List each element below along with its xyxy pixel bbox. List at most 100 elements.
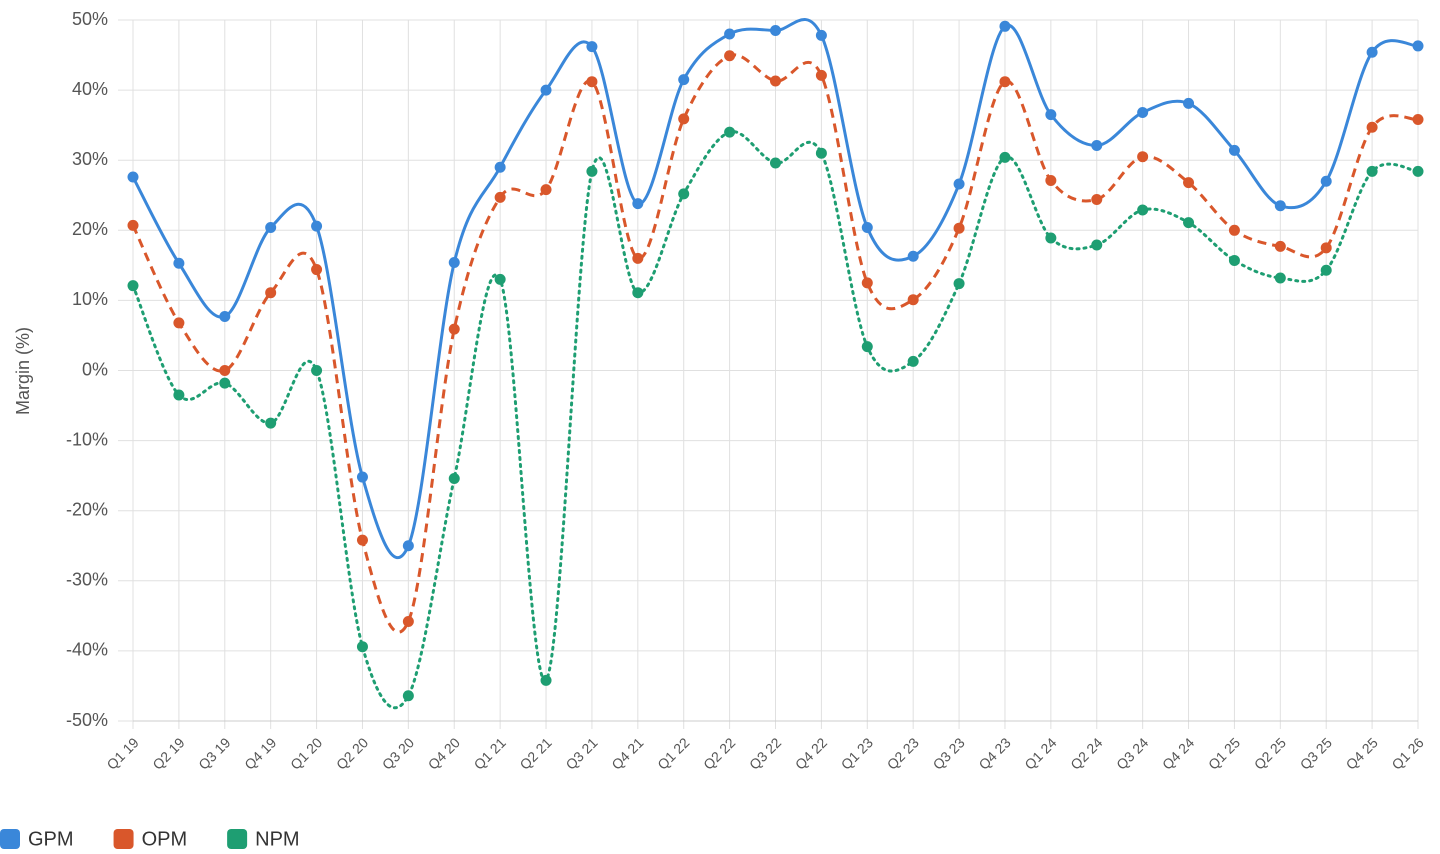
data-point bbox=[1366, 121, 1378, 133]
data-point bbox=[265, 417, 277, 429]
data-point bbox=[586, 41, 598, 53]
data-point bbox=[311, 365, 323, 376]
data-point bbox=[1045, 232, 1057, 244]
data-point bbox=[632, 198, 644, 210]
data-point bbox=[356, 471, 368, 483]
x-tick-label: Q3 23 bbox=[930, 734, 968, 772]
y-tick-label: 20% bbox=[72, 219, 108, 239]
x-tick-label: Q1 23 bbox=[838, 734, 876, 772]
data-point bbox=[815, 147, 827, 159]
data-point bbox=[127, 280, 139, 292]
data-point bbox=[1274, 272, 1286, 284]
data-point bbox=[861, 277, 873, 289]
data-point bbox=[1320, 242, 1332, 254]
x-tick-label: Q2 20 bbox=[333, 734, 371, 772]
data-point bbox=[1274, 200, 1286, 212]
data-point bbox=[1091, 139, 1103, 151]
data-point bbox=[219, 311, 231, 323]
x-tick-label: Q2 19 bbox=[149, 734, 187, 772]
data-point bbox=[1183, 177, 1195, 189]
data-point bbox=[265, 287, 277, 299]
data-point bbox=[907, 294, 919, 306]
data-point bbox=[770, 75, 781, 87]
y-tick-label: 40% bbox=[72, 79, 108, 99]
data-point bbox=[1137, 204, 1149, 216]
data-point bbox=[999, 151, 1011, 163]
data-point bbox=[1183, 97, 1195, 109]
data-point bbox=[632, 287, 644, 299]
data-point bbox=[402, 690, 414, 702]
data-point bbox=[586, 76, 598, 88]
data-point bbox=[494, 191, 506, 203]
data-point bbox=[953, 278, 965, 290]
data-point bbox=[1412, 40, 1424, 52]
data-point bbox=[1228, 254, 1240, 266]
data-point bbox=[632, 252, 644, 264]
x-tick-label: Q1 19 bbox=[103, 734, 141, 772]
y-tick-label: 10% bbox=[72, 289, 108, 309]
y-tick-label: 50% bbox=[72, 9, 108, 29]
x-tick-label: Q4 19 bbox=[241, 734, 279, 772]
x-tick-label: Q1 22 bbox=[654, 734, 692, 772]
legend-label: NPM bbox=[255, 828, 299, 850]
data-point bbox=[219, 377, 231, 389]
data-point bbox=[1091, 193, 1103, 205]
y-tick-label: -40% bbox=[66, 640, 108, 660]
x-tick-label: Q4 24 bbox=[1159, 734, 1197, 772]
data-point bbox=[494, 273, 506, 285]
data-point bbox=[173, 317, 185, 329]
data-point bbox=[678, 74, 690, 86]
data-point bbox=[356, 534, 368, 546]
legend-label: GPM bbox=[28, 828, 74, 850]
data-point bbox=[1228, 144, 1240, 156]
data-point bbox=[770, 157, 781, 169]
data-point bbox=[907, 355, 919, 367]
data-point bbox=[311, 220, 323, 232]
data-point bbox=[540, 84, 552, 96]
x-tick-label: Q1 20 bbox=[287, 734, 325, 772]
data-point bbox=[815, 69, 827, 81]
x-tick-label: Q2 22 bbox=[700, 734, 738, 772]
data-point bbox=[861, 221, 873, 233]
x-tick-label: Q4 20 bbox=[425, 734, 463, 772]
x-tick-label: Q1 24 bbox=[1021, 734, 1059, 772]
data-point bbox=[1045, 109, 1057, 121]
data-point bbox=[678, 113, 690, 125]
data-point bbox=[1183, 217, 1195, 229]
data-point bbox=[953, 178, 965, 190]
x-tick-label: Q2 24 bbox=[1067, 734, 1105, 772]
data-point bbox=[1412, 165, 1424, 177]
legend-swatch bbox=[227, 829, 248, 849]
x-tick-label: Q1 26 bbox=[1388, 734, 1426, 772]
data-point bbox=[1412, 114, 1424, 126]
x-tick-label: Q4 22 bbox=[792, 734, 830, 772]
data-point bbox=[724, 126, 736, 138]
x-tick-label: Q4 23 bbox=[975, 734, 1013, 772]
data-point bbox=[953, 222, 965, 234]
legend-swatch bbox=[113, 829, 134, 849]
y-tick-label: 30% bbox=[72, 149, 108, 169]
data-point bbox=[861, 341, 873, 353]
data-point bbox=[586, 165, 598, 177]
data-point bbox=[402, 540, 414, 552]
data-point bbox=[1045, 175, 1057, 187]
data-point bbox=[494, 161, 506, 173]
data-point bbox=[724, 28, 736, 40]
data-point bbox=[678, 188, 690, 200]
x-tick-label: Q3 25 bbox=[1297, 734, 1335, 772]
data-point bbox=[1091, 239, 1103, 251]
data-point bbox=[724, 50, 736, 62]
y-axis-label: Margin (%) bbox=[13, 327, 33, 415]
data-point bbox=[770, 25, 781, 37]
x-tick-label: Q3 20 bbox=[379, 734, 417, 772]
data-point bbox=[356, 641, 368, 653]
data-point bbox=[999, 76, 1011, 88]
x-tick-label: Q3 19 bbox=[195, 734, 233, 772]
data-point bbox=[999, 20, 1011, 32]
y-tick-label: -50% bbox=[66, 710, 108, 730]
data-point bbox=[1366, 165, 1378, 177]
y-tick-label: -30% bbox=[66, 570, 108, 590]
data-point bbox=[815, 29, 827, 41]
data-point bbox=[173, 389, 185, 401]
